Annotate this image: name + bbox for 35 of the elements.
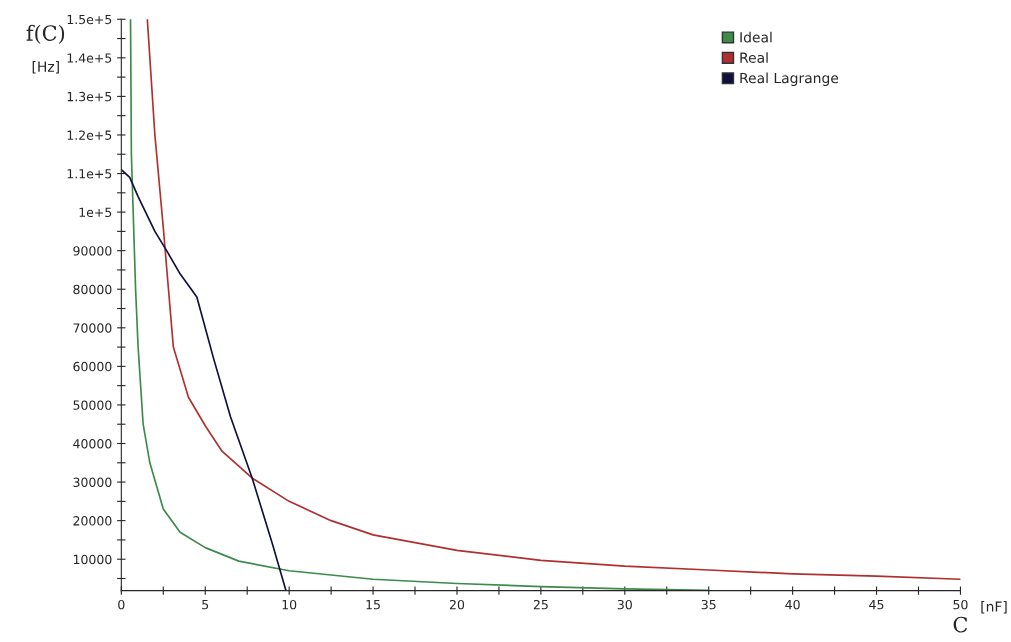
x-tick-label: 45 [869,600,884,610]
y-tick-label: 50000 [73,400,112,410]
text: [nF] [981,601,1007,614]
y-tick-label: 40000 [73,438,112,449]
y-tick-label: 30000 [73,477,112,487]
y-tick-label: 20000 [73,516,112,526]
x-tick-label: 50 [953,599,968,610]
x-tick-label: 25 [533,599,548,610]
y-tick-label: 60000 [73,361,112,372]
y-tick-label: 90000 [73,246,112,256]
legend-label: Real Lagrange [740,72,839,86]
x-tick-label: 5 [202,600,209,610]
x-tick-label: 20 [449,599,465,610]
legend-label: Real [740,52,768,63]
x-tick-label: 35 [701,599,716,610]
y-tick-label: 1e+5 [79,207,112,218]
y-tick-label: 1.4e+5 [67,53,112,63]
y-tick-label: 10000 [73,554,112,565]
y-tick-label: 1.2e+5 [67,130,112,140]
legend-label: Ideal [740,31,772,43]
text: [Hz] [32,61,59,74]
y-tick-label: 1.3e+5 [67,91,112,102]
x-tick-label: 15 [366,600,380,610]
y-axis-title: f(C) [26,24,65,44]
x-tick-label: 40 [785,599,800,610]
x-tick-label: 0 [118,599,125,610]
x-axis-title: C [953,616,968,633]
line-series [121,168,287,591]
y-tick-label: 1.1e+5 [67,169,112,179]
x-tick-label: 30 [617,599,632,610]
y-tick-label: 80000 [73,284,112,295]
y-tick-label: 1.5e+5 [67,14,112,25]
line-series [146,19,961,581]
x-tick-label: 10 [282,599,297,610]
y-tick-label: 70000 [73,323,112,333]
